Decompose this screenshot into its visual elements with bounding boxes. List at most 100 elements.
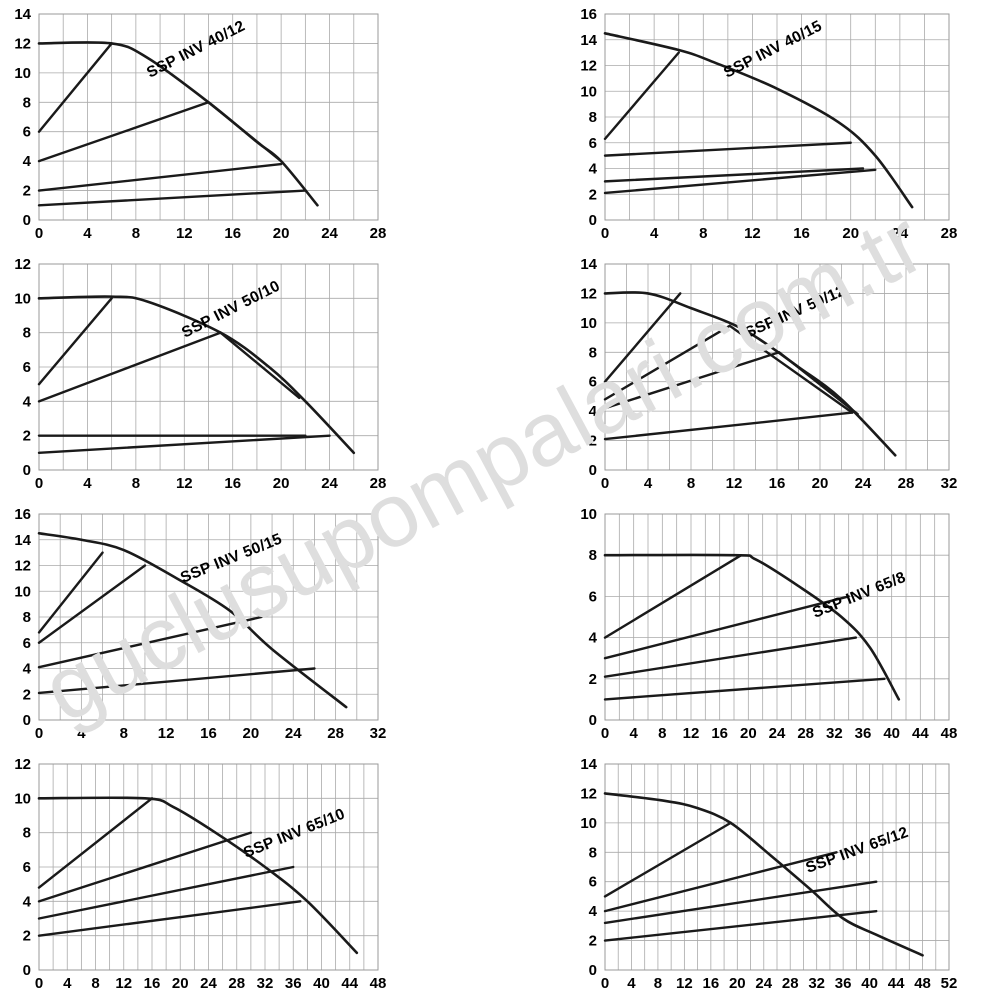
svg-text:8: 8 bbox=[589, 344, 597, 361]
svg-text:4: 4 bbox=[629, 725, 638, 742]
svg-text:36: 36 bbox=[835, 975, 852, 992]
svg-text:6: 6 bbox=[23, 359, 31, 376]
svg-text:6: 6 bbox=[589, 874, 597, 891]
svg-text:0: 0 bbox=[23, 712, 31, 729]
svg-text:36: 36 bbox=[855, 725, 872, 742]
svg-text:16: 16 bbox=[793, 225, 810, 242]
svg-text:2: 2 bbox=[589, 933, 597, 950]
svg-text:6: 6 bbox=[589, 588, 597, 605]
svg-text:28: 28 bbox=[228, 975, 245, 992]
svg-text:24: 24 bbox=[892, 225, 909, 242]
svg-text:16: 16 bbox=[711, 725, 728, 742]
svg-text:0: 0 bbox=[601, 725, 609, 742]
svg-text:10: 10 bbox=[580, 506, 597, 523]
svg-text:4: 4 bbox=[627, 975, 636, 992]
svg-text:6: 6 bbox=[589, 135, 597, 152]
svg-text:10: 10 bbox=[14, 290, 31, 307]
svg-text:24: 24 bbox=[769, 725, 786, 742]
svg-text:8: 8 bbox=[589, 109, 597, 126]
svg-text:0: 0 bbox=[23, 212, 31, 229]
svg-text:SSP INV 50/12: SSP INV 50/12 bbox=[743, 282, 848, 341]
svg-text:4: 4 bbox=[83, 475, 92, 492]
svg-text:0: 0 bbox=[589, 962, 597, 979]
svg-text:4: 4 bbox=[23, 393, 32, 410]
svg-text:SSP INV 65/10: SSP INV 65/10 bbox=[241, 806, 347, 862]
svg-text:14: 14 bbox=[14, 6, 31, 23]
svg-text:12: 12 bbox=[580, 785, 597, 802]
svg-text:14: 14 bbox=[580, 256, 597, 273]
svg-text:SSP INV 50/10: SSP INV 50/10 bbox=[179, 277, 283, 341]
svg-text:16: 16 bbox=[224, 475, 241, 492]
svg-text:2: 2 bbox=[589, 671, 597, 688]
svg-text:8: 8 bbox=[23, 609, 31, 626]
svg-text:40: 40 bbox=[313, 975, 330, 992]
svg-text:8: 8 bbox=[132, 475, 140, 492]
svg-text:8: 8 bbox=[120, 725, 128, 742]
svg-text:20: 20 bbox=[172, 975, 189, 992]
svg-text:4: 4 bbox=[23, 153, 32, 170]
svg-text:SSP INV 40/15: SSP INV 40/15 bbox=[721, 17, 825, 81]
svg-text:24: 24 bbox=[321, 475, 338, 492]
svg-text:10: 10 bbox=[14, 65, 31, 82]
svg-text:40: 40 bbox=[861, 975, 878, 992]
svg-text:24: 24 bbox=[200, 975, 217, 992]
svg-text:12: 12 bbox=[14, 256, 31, 273]
svg-text:12: 12 bbox=[14, 35, 31, 52]
svg-text:12: 12 bbox=[158, 725, 175, 742]
svg-text:8: 8 bbox=[23, 325, 31, 342]
svg-text:16: 16 bbox=[224, 225, 241, 242]
svg-text:8: 8 bbox=[654, 975, 662, 992]
svg-text:28: 28 bbox=[370, 475, 387, 492]
svg-text:20: 20 bbox=[273, 225, 290, 242]
svg-text:2: 2 bbox=[23, 428, 31, 445]
svg-text:32: 32 bbox=[808, 975, 825, 992]
svg-text:4: 4 bbox=[589, 903, 598, 920]
svg-text:10: 10 bbox=[580, 815, 597, 832]
svg-text:4: 4 bbox=[77, 725, 86, 742]
svg-text:28: 28 bbox=[797, 725, 814, 742]
svg-text:16: 16 bbox=[144, 975, 161, 992]
svg-text:8: 8 bbox=[91, 975, 99, 992]
svg-text:20: 20 bbox=[243, 725, 260, 742]
svg-text:12: 12 bbox=[176, 225, 193, 242]
svg-text:16: 16 bbox=[580, 6, 597, 23]
svg-text:12: 12 bbox=[115, 975, 132, 992]
svg-text:8: 8 bbox=[699, 225, 707, 242]
svg-text:12: 12 bbox=[14, 756, 31, 773]
svg-text:24: 24 bbox=[755, 975, 772, 992]
svg-text:0: 0 bbox=[35, 725, 43, 742]
svg-text:4: 4 bbox=[23, 661, 32, 678]
svg-text:8: 8 bbox=[658, 725, 666, 742]
svg-text:SSP INV 50/15: SSP INV 50/15 bbox=[178, 531, 284, 587]
svg-text:2: 2 bbox=[23, 686, 31, 703]
svg-text:44: 44 bbox=[888, 975, 905, 992]
svg-text:6: 6 bbox=[23, 859, 31, 876]
svg-text:6: 6 bbox=[23, 635, 31, 652]
svg-text:0: 0 bbox=[35, 225, 43, 242]
svg-text:12: 12 bbox=[14, 558, 31, 575]
svg-text:20: 20 bbox=[812, 475, 829, 492]
svg-text:36: 36 bbox=[285, 975, 302, 992]
svg-text:0: 0 bbox=[589, 462, 597, 479]
svg-text:10: 10 bbox=[14, 583, 31, 600]
svg-text:24: 24 bbox=[285, 725, 302, 742]
svg-text:2: 2 bbox=[589, 433, 597, 450]
svg-text:4: 4 bbox=[644, 475, 653, 492]
svg-text:32: 32 bbox=[257, 975, 274, 992]
svg-text:8: 8 bbox=[132, 225, 140, 242]
svg-text:52: 52 bbox=[941, 975, 958, 992]
svg-text:24: 24 bbox=[855, 475, 872, 492]
svg-text:48: 48 bbox=[370, 975, 387, 992]
svg-text:6: 6 bbox=[23, 124, 31, 141]
svg-text:4: 4 bbox=[589, 403, 598, 420]
svg-text:20: 20 bbox=[273, 475, 290, 492]
svg-text:14: 14 bbox=[14, 532, 31, 549]
svg-text:28: 28 bbox=[370, 225, 387, 242]
svg-text:4: 4 bbox=[589, 161, 598, 178]
svg-text:12: 12 bbox=[176, 475, 193, 492]
svg-text:2: 2 bbox=[589, 186, 597, 203]
svg-text:0: 0 bbox=[23, 462, 31, 479]
svg-text:32: 32 bbox=[826, 725, 843, 742]
svg-text:48: 48 bbox=[914, 975, 931, 992]
svg-text:24: 24 bbox=[321, 225, 338, 242]
